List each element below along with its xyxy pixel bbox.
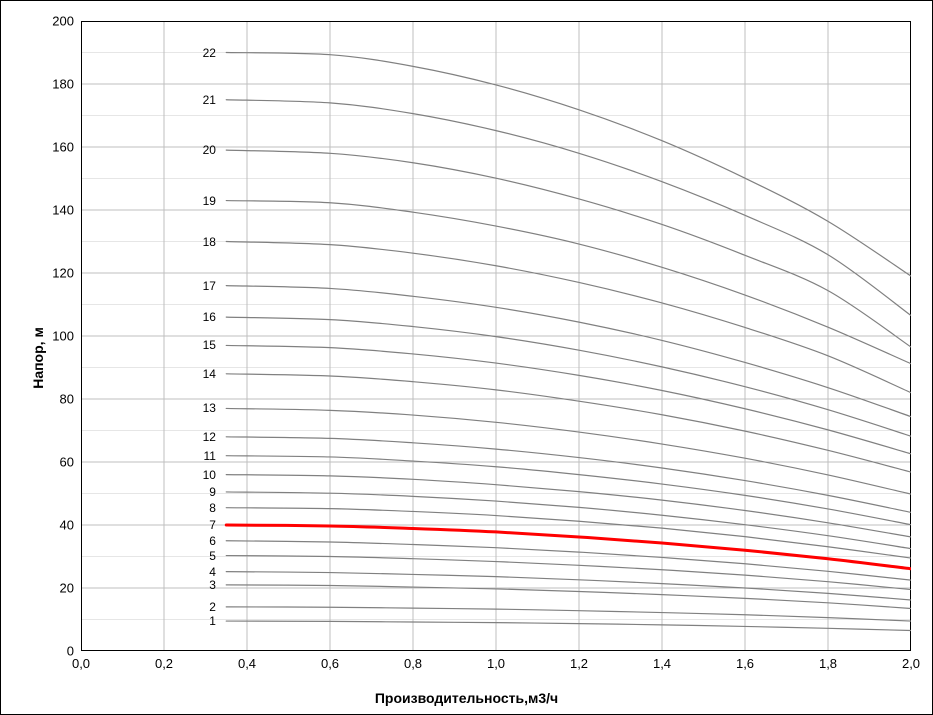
chart-frame: Напор, м Производительность,м3/ч 0204060… <box>0 0 933 715</box>
curve-label: 7 <box>192 518 216 532</box>
curve-label: 17 <box>192 279 216 293</box>
curve-22 <box>226 53 911 277</box>
curve-label: 1 <box>192 614 216 628</box>
y-tick-label: 40 <box>34 518 74 533</box>
curve-21 <box>226 100 911 316</box>
curve-label: 18 <box>192 235 216 249</box>
curve-label: 21 <box>192 93 216 107</box>
curve-13 <box>226 408 911 494</box>
curve-label: 15 <box>192 338 216 352</box>
curve-label: 2 <box>192 600 216 614</box>
curve-16 <box>226 317 911 436</box>
y-tick-label: 0 <box>34 644 74 659</box>
y-tick-label: 100 <box>34 329 74 344</box>
x-tick-label: 0,0 <box>72 656 90 671</box>
curve-label: 12 <box>192 430 216 444</box>
curve-label: 9 <box>192 485 216 499</box>
curve-label: 14 <box>192 367 216 381</box>
curve-12 <box>226 437 911 513</box>
curve-label: 6 <box>192 534 216 548</box>
y-tick-label: 20 <box>34 581 74 596</box>
curve-label: 10 <box>192 468 216 482</box>
curve-20 <box>226 150 911 347</box>
x-tick-label: 0,2 <box>155 656 173 671</box>
curve-label: 5 <box>192 549 216 563</box>
x-tick-label: 1,6 <box>736 656 754 671</box>
curve-label: 20 <box>192 143 216 157</box>
x-tick-label: 1,0 <box>487 656 505 671</box>
y-tick-label: 80 <box>34 392 74 407</box>
curve-label: 4 <box>192 565 216 579</box>
curve-19 <box>226 201 911 364</box>
curve-label: 22 <box>192 46 216 60</box>
curve-7 <box>226 525 911 569</box>
x-tick-label: 2,0 <box>902 656 920 671</box>
y-tick-label: 120 <box>34 266 74 281</box>
x-tick-label: 0,6 <box>321 656 339 671</box>
y-tick-label: 180 <box>34 77 74 92</box>
curve-18 <box>226 242 911 393</box>
x-tick-label: 0,4 <box>238 656 256 671</box>
y-tick-label: 160 <box>34 140 74 155</box>
curve-6 <box>226 541 911 580</box>
y-tick-label: 140 <box>34 203 74 218</box>
curve-label: 8 <box>192 501 216 515</box>
y-tick-label: 200 <box>34 14 74 29</box>
x-tick-label: 1,8 <box>819 656 837 671</box>
y-tick-label: 60 <box>34 455 74 470</box>
curve-label: 16 <box>192 310 216 324</box>
curve-label: 11 <box>192 449 216 463</box>
curve-1 <box>226 621 911 630</box>
curve-label: 13 <box>192 401 216 415</box>
curve-17 <box>226 286 911 417</box>
x-tick-label: 1,2 <box>570 656 588 671</box>
curve-label: 19 <box>192 194 216 208</box>
curve-2 <box>226 607 911 621</box>
curve-label: 3 <box>192 578 216 592</box>
x-axis-label: Производительность,м3/ч <box>1 690 932 706</box>
x-tick-label: 0,8 <box>404 656 422 671</box>
x-tick-label: 1,4 <box>653 656 671 671</box>
